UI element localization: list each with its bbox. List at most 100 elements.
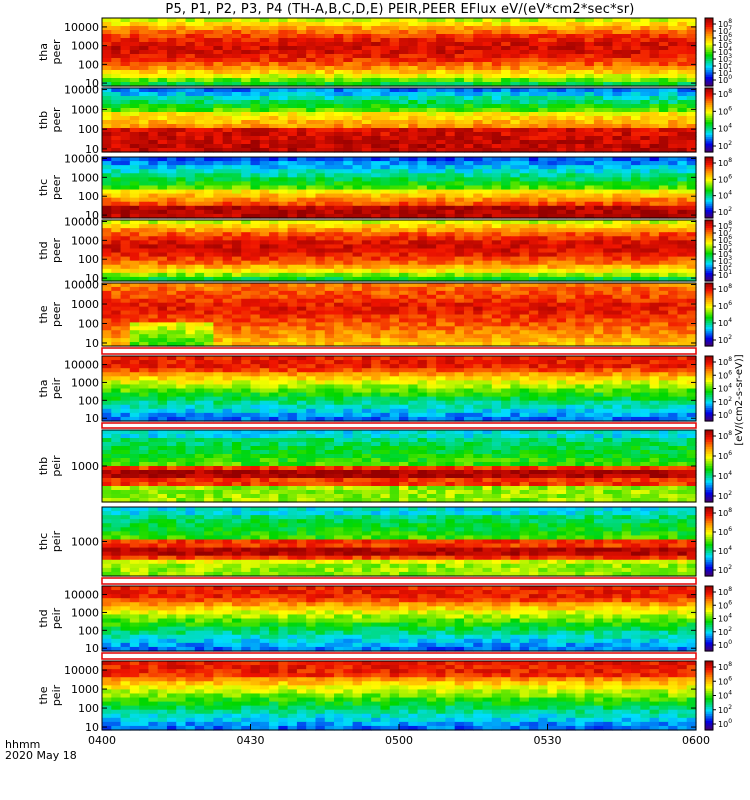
spectrogram-cell: [584, 120, 595, 125]
spectrogram-cell: [640, 38, 651, 43]
spectrogram-cell: [528, 144, 539, 149]
spectrogram-cell: [222, 294, 233, 300]
spectrogram-cell: [603, 290, 614, 296]
spectrogram-cell: [473, 169, 484, 174]
spectrogram-cell: [213, 236, 224, 241]
spectrogram-cell: [473, 283, 484, 288]
spectrogram-cell: [389, 189, 400, 195]
spectrogram-cell: [250, 62, 261, 67]
spectrogram-cell: [547, 310, 558, 316]
spectrogram-cell: [556, 272, 567, 278]
spectrogram-cell: [454, 136, 465, 141]
spectrogram-cell: [501, 220, 511, 225]
spectrogram-cell: [259, 283, 270, 288]
spectrogram-cell: [287, 46, 298, 51]
spectrogram-cell: [399, 62, 409, 67]
spectrogram-cell: [519, 276, 530, 282]
spectrogram-cell: [222, 140, 233, 145]
spectrogram-cell: [649, 42, 660, 47]
spectrogram-cell: [166, 54, 177, 59]
spectrogram-cell: [510, 42, 521, 47]
spectrogram-cell: [148, 189, 159, 195]
spectrogram-cell: [389, 74, 400, 79]
spectrogram-cell: [185, 62, 196, 67]
spectrogram-cell: [417, 252, 428, 258]
spectrogram-cell: [315, 244, 326, 250]
spectrogram-cell: [148, 92, 159, 97]
colorbar-cell: [705, 187, 713, 191]
spectrogram-cell: [306, 228, 317, 233]
spectrogram-cell: [463, 34, 474, 39]
spectrogram-cell: [241, 161, 252, 166]
spectrogram-cell: [166, 264, 177, 270]
spectrogram-cell: [547, 228, 558, 233]
y-tick-label: 10000: [64, 152, 99, 165]
spectrogram-cell: [241, 96, 252, 101]
spectrogram-cell: [306, 42, 317, 47]
spectrogram-cell: [668, 268, 679, 274]
spectrogram-cell: [649, 66, 660, 71]
spectrogram-cell: [129, 104, 140, 109]
spectrogram-cell: [566, 220, 576, 225]
panel-frame-thd-peer: [101, 219, 697, 282]
spectrogram-cell: [139, 128, 150, 133]
spectrogram-cell: [649, 100, 660, 105]
spectrogram-cell: [185, 201, 196, 207]
spectrogram-cell: [129, 34, 140, 39]
spectrogram-cell: [306, 236, 317, 241]
spectrogram-cell: [204, 30, 214, 35]
spectrogram-cell: [157, 264, 168, 270]
spectrogram-cell: [399, 220, 409, 225]
spectrogram-cell: [269, 268, 279, 274]
spectrogram-cell: [519, 213, 530, 219]
spectrogram-cell: [269, 264, 279, 270]
spectrogram-cell: [575, 62, 586, 67]
spectrogram-cell: [491, 181, 502, 187]
spectrogram-cell: [352, 112, 363, 117]
spectrogram-cell: [584, 157, 595, 162]
spectrogram-cell: [324, 201, 335, 207]
spectrogram-cell: [269, 272, 279, 278]
spectrogram-cell: [436, 66, 447, 71]
spectrogram-cell: [612, 260, 623, 266]
spectrogram-cell: [686, 88, 697, 93]
spectrogram-cell: [194, 100, 205, 105]
spectrogram-cell: [352, 78, 363, 83]
spectrogram-cell: [231, 88, 242, 93]
spectrogram-cell: [649, 302, 660, 308]
spectrogram-cell: [436, 92, 447, 97]
spectrogram-cell: [408, 120, 419, 125]
spectrogram-cell: [547, 185, 558, 191]
spectrogram-cell: [324, 120, 335, 125]
spectrogram-cell: [649, 34, 660, 39]
spectrogram-cell: [361, 193, 372, 199]
spectrogram-cell: [658, 244, 669, 250]
colorbar-cell: [705, 226, 713, 229]
spectrogram-cell: [102, 248, 112, 254]
spectrogram-cell: [482, 30, 493, 35]
spectrogram-cell: [315, 181, 326, 187]
spectrogram-cell: [612, 220, 623, 225]
spectrogram-cell: [343, 276, 354, 282]
spectrogram-cell: [241, 88, 252, 93]
spectrogram-cell: [111, 74, 122, 79]
spectrogram-cell: [640, 232, 651, 237]
spectrogram-cell: [436, 290, 447, 296]
spectrogram-cell: [231, 136, 242, 141]
spectrogram-cell: [612, 22, 623, 27]
spectrogram-cell: [528, 228, 539, 233]
spectrogram-cell: [315, 70, 326, 75]
spectrogram-cell: [640, 92, 651, 97]
spectrogram-cell: [501, 286, 511, 292]
spectrogram-cell: [649, 136, 660, 141]
spectrogram-cell: [417, 232, 428, 237]
spectrogram-cell: [352, 54, 363, 59]
spectrogram-cell: [306, 283, 317, 288]
spectrogram-cell: [222, 30, 233, 35]
spectrogram-cell: [482, 144, 493, 149]
spectrogram-cell: [231, 286, 242, 292]
spectrogram-cell: [389, 161, 400, 166]
spectrogram-cell: [621, 88, 632, 93]
spectrogram-cell: [111, 197, 122, 203]
spectrogram-cell: [204, 260, 214, 266]
